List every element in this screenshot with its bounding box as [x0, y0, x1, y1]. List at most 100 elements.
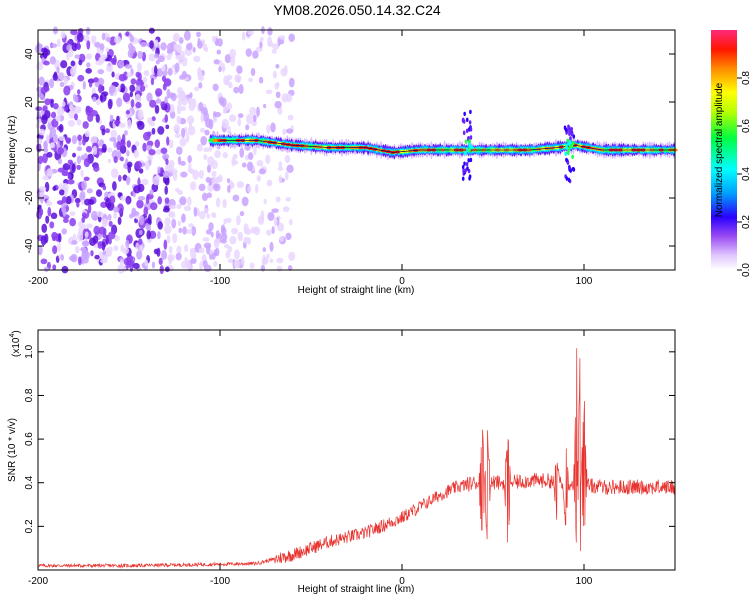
heatmap-cell	[212, 83, 219, 92]
heatmap-cell	[213, 260, 218, 267]
heatmap-cell	[280, 67, 288, 77]
heatmap-cell	[464, 168, 467, 173]
heatmap-cell	[213, 111, 222, 118]
heatmap-cell	[94, 41, 101, 48]
heatmap-cells	[35, 26, 678, 275]
heatmap-cell	[469, 109, 472, 115]
heatmap-cell	[116, 97, 123, 108]
heatmap-cell	[468, 143, 472, 148]
heatmap-cell	[61, 101, 66, 108]
heatmap-cell	[160, 42, 167, 51]
heatmap-cell	[59, 140, 64, 147]
heatmap-cell	[143, 70, 147, 76]
heatmap-cell	[83, 176, 90, 182]
heatmap-cell	[108, 220, 113, 227]
heatmap-cell	[218, 66, 222, 73]
heatmap-cell	[200, 136, 208, 146]
heatmap-cell	[463, 151, 467, 156]
heatmap-cell	[161, 250, 168, 260]
colorbar-label: Normalized spectral amplitude	[714, 82, 725, 217]
heatmap-cell	[196, 31, 201, 38]
heatmap-cell	[40, 235, 47, 246]
heatmap-cell	[107, 231, 116, 240]
heatmap-cell	[49, 127, 57, 137]
heatmap-cell	[237, 231, 243, 242]
heatmap-cell	[125, 176, 131, 186]
heatmap-cell	[203, 154, 208, 160]
heatmap-cell	[172, 233, 178, 244]
heatmap-cell	[60, 60, 68, 69]
heatmap-cell	[151, 261, 156, 269]
heatmap-cell	[124, 130, 128, 136]
heatmap-cell	[564, 127, 568, 132]
heatmap-cell	[135, 78, 143, 88]
heatmap-cell	[63, 218, 69, 224]
heatmap-cell	[130, 99, 135, 108]
heatmap-cell	[117, 216, 122, 226]
heatmap-cell	[43, 266, 50, 272]
heatmap-cell	[139, 245, 144, 252]
heatmap-cell	[461, 117, 465, 122]
heatmap-cell	[128, 42, 134, 51]
heatmap-cell	[187, 97, 195, 106]
heatmap-cell	[256, 106, 260, 117]
heatmap-cell	[151, 116, 156, 122]
heatmap-cell	[93, 165, 100, 172]
heatmap-cell	[49, 56, 56, 65]
heatmap-cell	[99, 43, 105, 51]
y-tick-label: 20	[24, 96, 35, 108]
heatmap-cell	[77, 231, 84, 242]
heatmap-cell	[179, 137, 187, 147]
heatmap-cell	[100, 53, 108, 60]
heatmap-cell	[126, 140, 132, 148]
heatmap-cell	[118, 174, 122, 182]
heatmap-cell	[126, 161, 133, 168]
heatmap-cell	[164, 114, 169, 123]
heatmap-cell	[192, 46, 196, 53]
heatmap-cell	[208, 138, 214, 142]
heatmap-cell	[113, 140, 117, 148]
heatmap-cell	[52, 264, 57, 271]
heatmap-cell	[222, 198, 227, 209]
heatmap-cell	[162, 170, 171, 178]
heatmap-cell	[113, 210, 118, 219]
heatmap-cell	[158, 257, 163, 266]
heatmap-cell	[85, 53, 93, 60]
heatmap-cell	[107, 213, 112, 221]
heatmap-cell	[44, 98, 52, 106]
heatmap-cell	[97, 243, 103, 249]
heatmap-cell	[250, 67, 256, 77]
heatmap-cell	[77, 256, 82, 266]
heatmap-cell	[236, 65, 243, 74]
heatmap-cell	[118, 73, 126, 82]
heatmap-cell	[211, 170, 217, 178]
heatmap-cell	[157, 196, 163, 205]
heatmap-cell	[60, 254, 65, 261]
y-tick-label: 0.2	[24, 519, 35, 533]
heatmap-cell	[228, 114, 237, 123]
heatmap-cell	[213, 59, 220, 65]
heatmap-cell	[40, 258, 48, 265]
heatmap-cell	[154, 104, 160, 114]
y-tick-label: 40	[24, 48, 35, 60]
heatmap-cell	[137, 109, 144, 120]
heatmap-cell	[36, 138, 43, 145]
heatmap-cell	[215, 197, 221, 208]
heatmap-cell	[76, 155, 82, 164]
heatmap-cell	[225, 250, 231, 259]
heatmap-cell	[114, 120, 121, 126]
heatmap-cell	[52, 186, 57, 192]
heatmap-cell	[71, 163, 76, 174]
heatmap-cell	[278, 174, 283, 184]
heatmap-cell	[249, 107, 257, 116]
heatmap-cell	[203, 264, 212, 273]
heatmap-cell	[166, 54, 172, 61]
heatmap-cell	[275, 82, 280, 87]
heatmap-cell	[125, 31, 130, 37]
heatmap-cell	[271, 208, 279, 214]
heatmap-cell	[85, 145, 93, 153]
heatmap-cell	[113, 54, 117, 66]
heatmap-cell	[125, 239, 130, 248]
heatmap-cell	[282, 128, 287, 136]
heatmap-cell	[65, 138, 71, 144]
